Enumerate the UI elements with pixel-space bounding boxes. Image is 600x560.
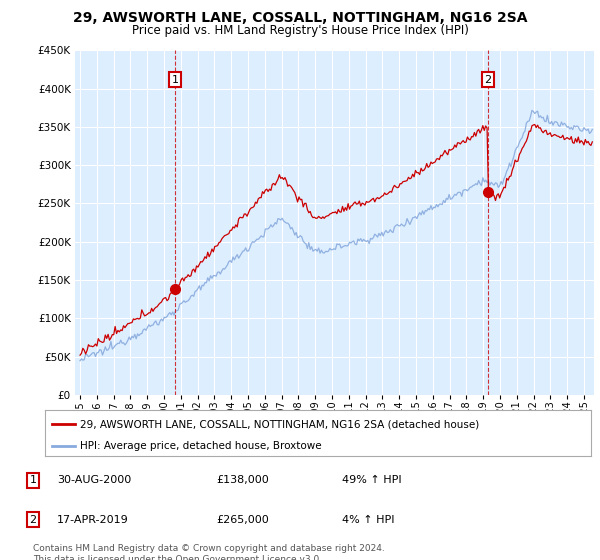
Text: £265,000: £265,000 [216,515,269,525]
Text: 2: 2 [484,74,491,85]
Text: Contains HM Land Registry data © Crown copyright and database right 2024.
This d: Contains HM Land Registry data © Crown c… [33,544,385,560]
Text: 1: 1 [172,74,179,85]
Text: Price paid vs. HM Land Registry's House Price Index (HPI): Price paid vs. HM Land Registry's House … [131,24,469,36]
Text: 30-AUG-2000: 30-AUG-2000 [57,475,131,486]
Text: £138,000: £138,000 [216,475,269,486]
Text: 29, AWSWORTH LANE, COSSALL, NOTTINGHAM, NG16 2SA (detached house): 29, AWSWORTH LANE, COSSALL, NOTTINGHAM, … [80,419,480,430]
Text: 1: 1 [29,475,37,486]
Text: 2: 2 [29,515,37,525]
Text: 4% ↑ HPI: 4% ↑ HPI [342,515,395,525]
Text: HPI: Average price, detached house, Broxtowe: HPI: Average price, detached house, Brox… [80,441,322,451]
Text: 29, AWSWORTH LANE, COSSALL, NOTTINGHAM, NG16 2SA: 29, AWSWORTH LANE, COSSALL, NOTTINGHAM, … [73,11,527,25]
Text: 17-APR-2019: 17-APR-2019 [57,515,129,525]
Text: 49% ↑ HPI: 49% ↑ HPI [342,475,401,486]
